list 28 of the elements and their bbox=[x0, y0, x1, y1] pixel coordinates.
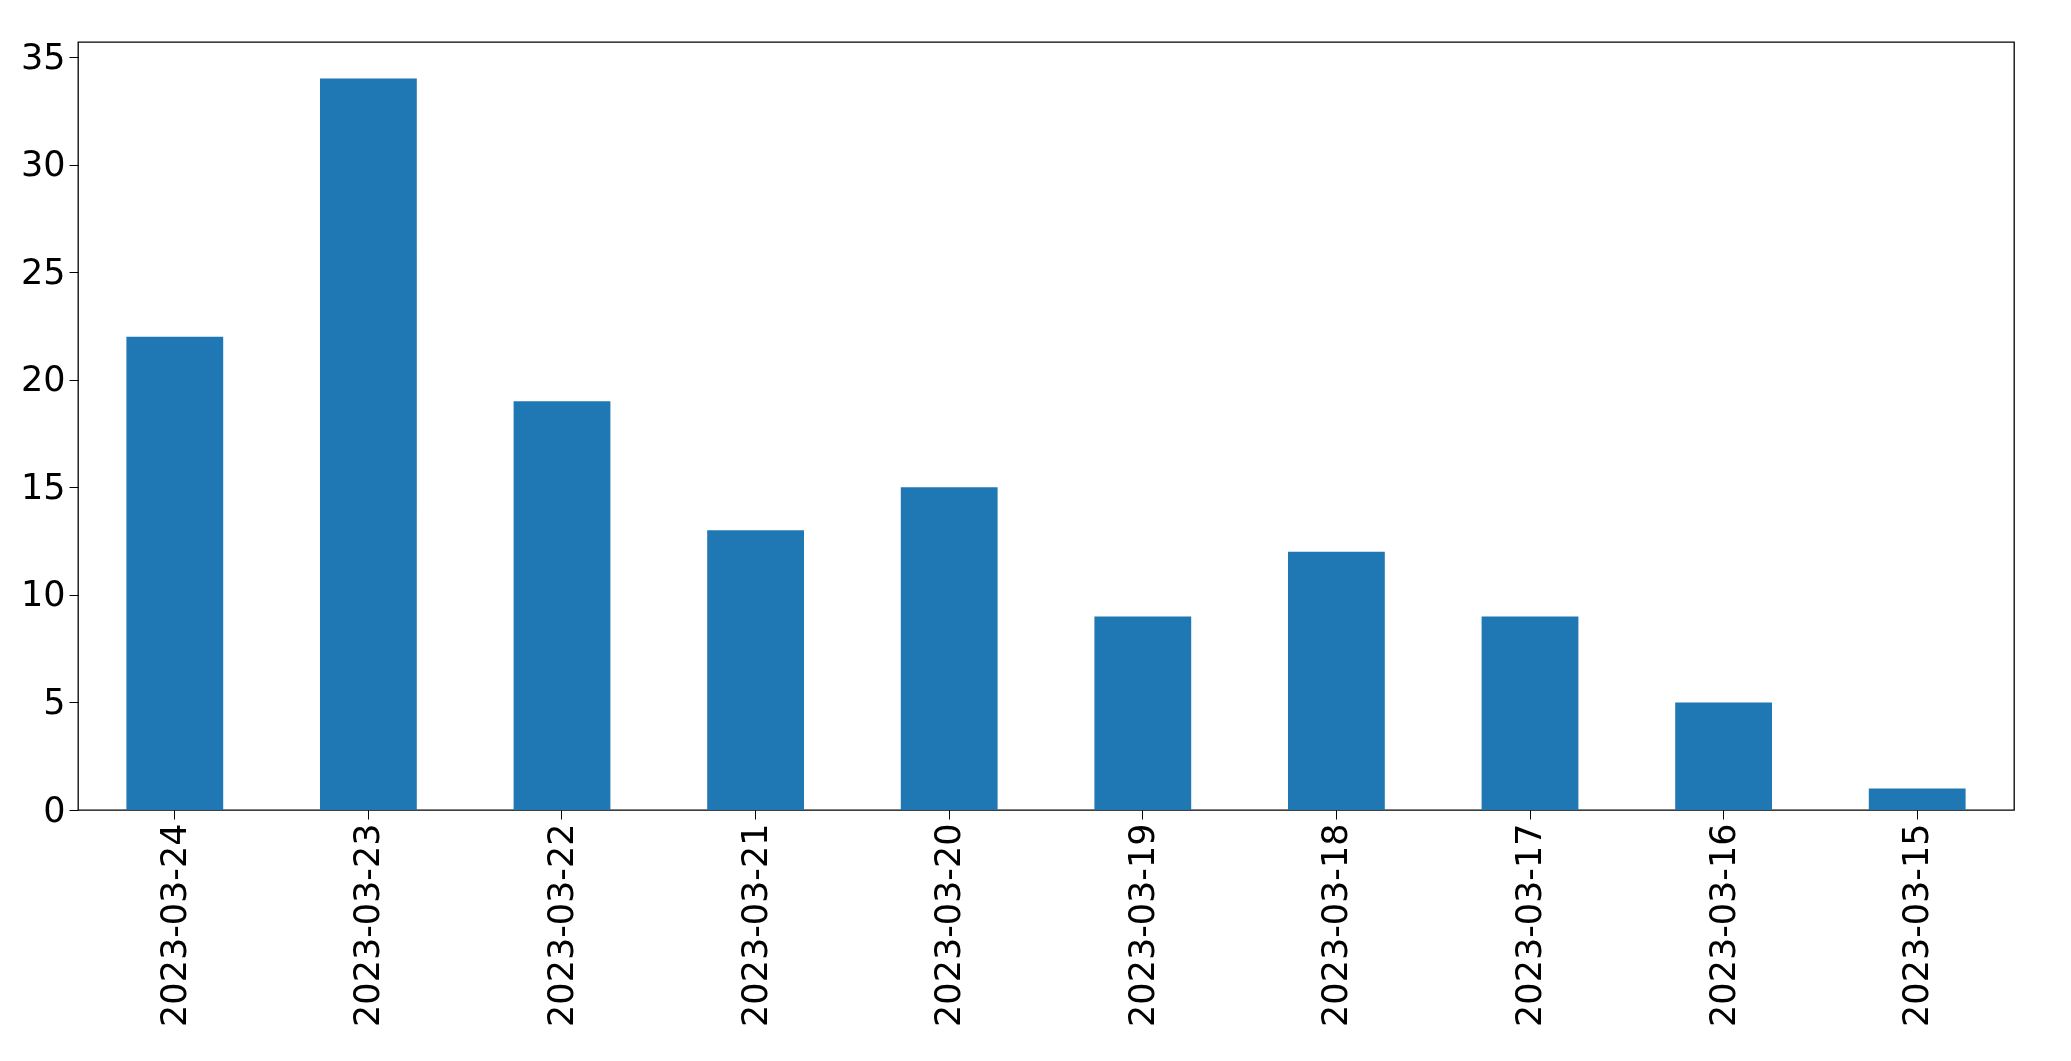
y-tick-label: 30 bbox=[20, 144, 66, 185]
bar bbox=[1675, 702, 1772, 810]
x-tick-label: 2023-03-20 bbox=[928, 823, 969, 1027]
y-tick-label: 20 bbox=[20, 359, 66, 400]
y-tick-label: 0 bbox=[43, 789, 66, 830]
y-tick-label: 35 bbox=[20, 36, 66, 77]
bar bbox=[1868, 788, 1966, 810]
x-tick-label: 2023-03-24 bbox=[153, 823, 194, 1027]
x-tick-label: 2023-03-22 bbox=[541, 823, 581, 1027]
bar bbox=[1288, 551, 1385, 810]
bar bbox=[900, 487, 998, 810]
bar bbox=[1094, 616, 1192, 810]
x-tick-label: 2023-03-15 bbox=[1896, 823, 1937, 1027]
x-tick-label: 2023-03-17 bbox=[1509, 823, 1549, 1027]
bar bbox=[707, 530, 804, 810]
x-tick-label: 2023-03-18 bbox=[1315, 823, 1356, 1027]
bar bbox=[513, 401, 611, 810]
y-tick-label: 10 bbox=[20, 574, 66, 615]
bar bbox=[1481, 616, 1579, 810]
x-tick-label: 2023-03-19 bbox=[1121, 823, 1162, 1027]
x-tick-label: 2023-03-16 bbox=[1702, 823, 1743, 1027]
bar bbox=[320, 78, 417, 810]
bar bbox=[126, 336, 224, 810]
y-tick-label: 5 bbox=[43, 681, 66, 722]
y-tick-label: 15 bbox=[20, 466, 66, 507]
x-tick-label: 2023-03-21 bbox=[734, 823, 775, 1027]
x-tick-label: 2023-03-23 bbox=[347, 823, 388, 1027]
y-tick-label: 25 bbox=[20, 251, 66, 292]
